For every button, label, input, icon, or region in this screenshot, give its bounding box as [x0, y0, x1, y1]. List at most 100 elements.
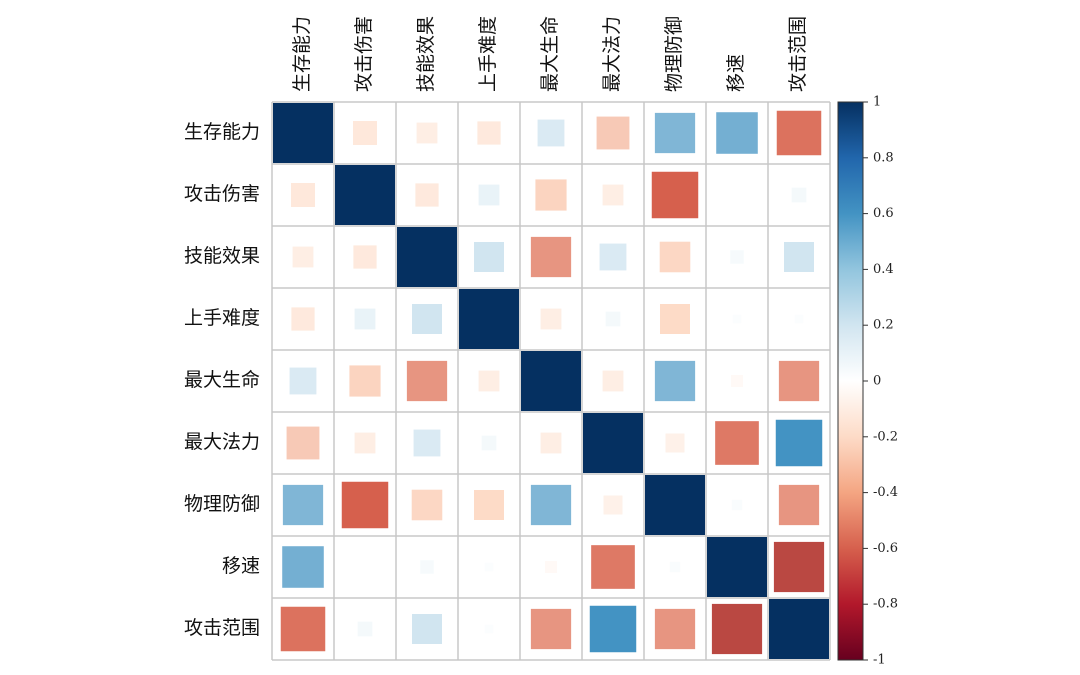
cell-mark — [415, 183, 439, 207]
cell-mark — [292, 246, 314, 268]
colorbar: 1 0.8 0.6 0.4 0.2 0 -0.2 -0.4 -0.6 -0.8 -1 — [837, 95, 898, 668]
colorbar-tick-label: 0.2 — [873, 318, 894, 333]
cell-mark — [778, 360, 820, 402]
cell-mark — [282, 484, 324, 526]
row-label: 技能效果 — [184, 245, 260, 267]
cell-mark — [545, 561, 557, 573]
cell-mark — [273, 103, 333, 163]
cell-mark — [659, 241, 691, 273]
cell-mark — [602, 370, 624, 392]
column-label: 攻击伤害 — [353, 16, 375, 92]
cell-mark — [335, 165, 395, 225]
cell-mark — [596, 116, 630, 150]
cell-mark — [776, 110, 822, 156]
cell-mark — [530, 484, 572, 526]
cell-mark — [602, 184, 624, 206]
cell-mark — [354, 432, 376, 454]
matrix-grid — [271, 101, 831, 661]
cell-mark — [412, 614, 442, 644]
cell-mark — [474, 490, 504, 520]
cell-mark — [732, 314, 742, 324]
cell-mark — [784, 242, 814, 272]
cell-mark — [353, 121, 377, 145]
colorbar-gradient — [837, 101, 864, 661]
cell-mark — [731, 375, 743, 387]
cell-mark — [769, 599, 829, 659]
cell-mark — [645, 475, 705, 535]
row-label: 移速 — [222, 555, 260, 577]
cell-mark — [591, 545, 635, 589]
cell-mark — [654, 112, 696, 154]
cell-mark — [660, 304, 690, 334]
colorbar-tick-label: 0.8 — [873, 150, 894, 165]
cell-mark — [416, 122, 438, 144]
cell-mark — [420, 560, 434, 574]
cell-mark — [589, 605, 637, 653]
cell-mark — [535, 179, 567, 211]
column-labels: 生存能力 攻击伤害 技能效果 上手难度 最大生命 最大法力 物理防御 移速 攻击范围 — [291, 16, 809, 92]
cell-mark — [406, 360, 448, 402]
row-label: 物理防御 — [184, 493, 260, 515]
cell-mark — [651, 171, 699, 219]
cell-mark — [291, 307, 315, 331]
cell-mark — [397, 227, 457, 287]
cell-mark — [731, 499, 743, 511]
row-label: 上手难度 — [184, 307, 260, 329]
column-label: 攻击范围 — [787, 16, 809, 92]
cell-mark — [730, 250, 744, 264]
cell-mark — [477, 121, 501, 145]
cell-mark — [349, 365, 381, 397]
row-label: 攻击范围 — [184, 617, 260, 639]
column-label: 移速 — [725, 54, 747, 92]
colorbar-tick-label: 0 — [873, 374, 881, 389]
colorbar-tick-label: 0.4 — [873, 262, 894, 277]
colorbar-tick-label: -0.6 — [873, 541, 898, 556]
colorbar-tick-label: -1 — [873, 653, 886, 668]
cell-mark — [537, 119, 565, 147]
cell-mark — [716, 112, 758, 154]
cell-mark — [289, 367, 317, 395]
cell-mark — [540, 308, 562, 330]
cell-mark — [353, 245, 377, 269]
cell-mark — [654, 360, 696, 402]
cell-mark — [603, 495, 623, 515]
cell-mark — [413, 429, 441, 457]
column-label: 技能效果 — [415, 16, 437, 92]
cell-mark — [478, 184, 500, 206]
cell-mark — [459, 289, 519, 349]
cell-mark — [481, 435, 497, 451]
row-label: 攻击伤害 — [184, 183, 260, 205]
colorbar-tick-label: -0.4 — [873, 485, 898, 500]
cell-mark — [599, 243, 627, 271]
cell-mark — [530, 236, 572, 278]
cell-mark — [794, 314, 804, 324]
cell-mark — [411, 489, 443, 521]
cell-mark — [291, 183, 315, 207]
colorbar-tick-label: 0.6 — [873, 206, 894, 221]
cell-mark — [478, 370, 500, 392]
cell-mark — [484, 624, 494, 634]
column-label: 最大法力 — [601, 16, 623, 92]
cell-mark — [669, 561, 681, 573]
cell-mark — [354, 308, 376, 330]
column-label: 上手难度 — [477, 16, 499, 92]
cell-mark — [521, 351, 581, 411]
cell-mark — [715, 421, 759, 465]
cell-mark — [605, 311, 621, 327]
cell-mark — [357, 621, 373, 637]
cell-mark — [773, 541, 825, 593]
cell-mark — [583, 413, 643, 473]
cell-mark — [665, 433, 685, 453]
cell-mark — [778, 484, 820, 526]
cell-mark — [341, 481, 389, 529]
cell-mark — [280, 606, 326, 652]
cell-mark — [775, 419, 823, 467]
column-label: 物理防御 — [663, 16, 685, 92]
cell-mark — [412, 304, 442, 334]
cell-mark — [286, 426, 320, 460]
cell-mark — [282, 546, 324, 588]
cell-mark — [654, 608, 696, 650]
colorbar-tick-label: -0.8 — [873, 597, 898, 612]
cell-mark — [791, 187, 807, 203]
